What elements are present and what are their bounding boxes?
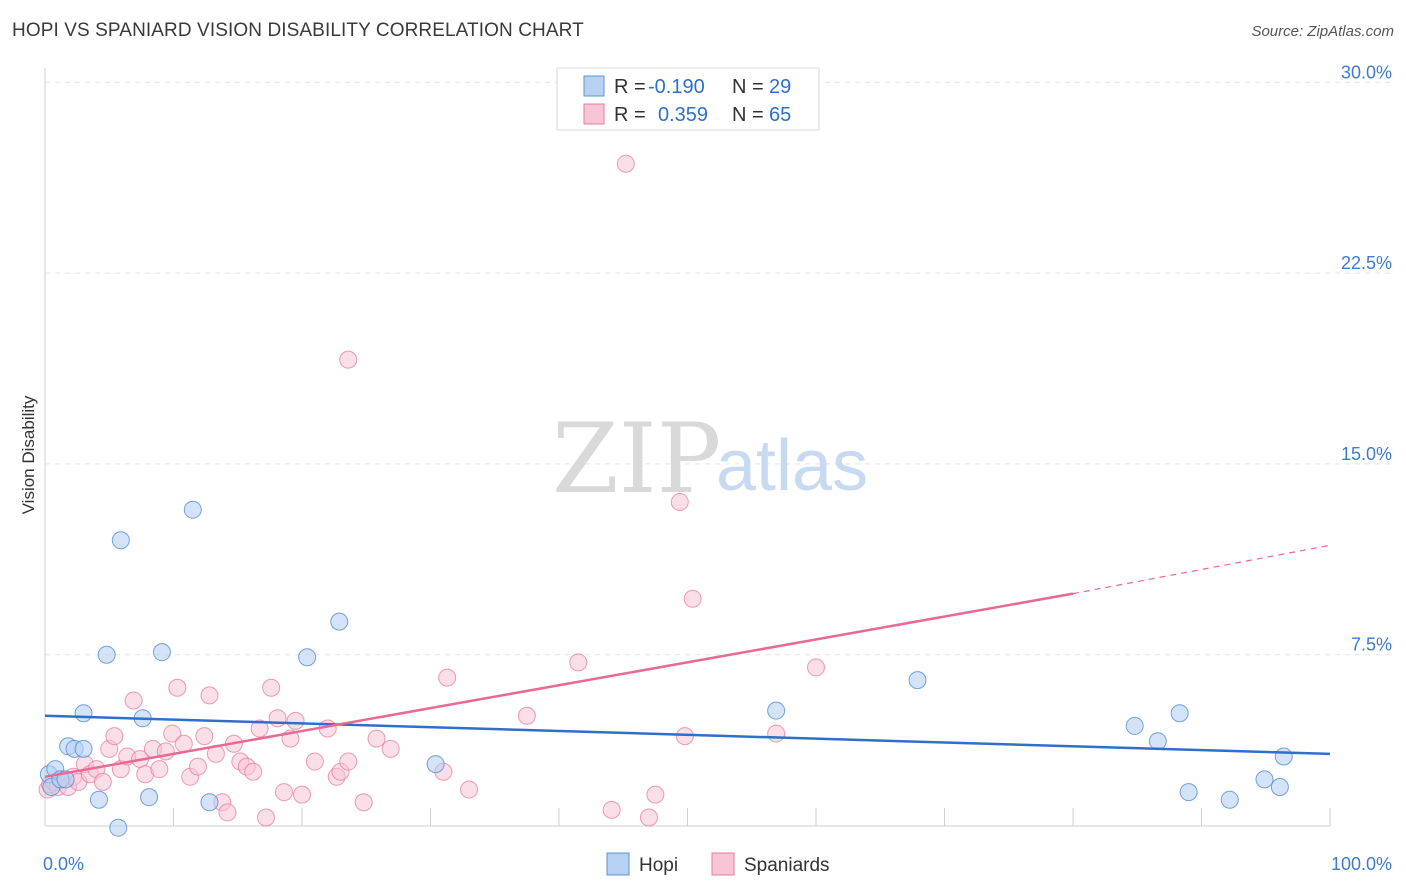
spaniards-point [517, 706, 536, 725]
spaniards-point [381, 739, 400, 758]
spaniards-point [105, 727, 124, 746]
spaniards-trendline [44, 592, 1074, 779]
hopi-point [111, 531, 130, 550]
hopi-point [1220, 790, 1239, 809]
hopi-point [74, 704, 93, 723]
spaniards-point [305, 752, 324, 771]
y-tick-label: 7.5% [1351, 635, 1392, 655]
x-tick-label-max: 100.0% [1331, 854, 1392, 874]
watermark-atlas-text: atlas [716, 426, 868, 506]
legend-hopi-swatch [583, 75, 605, 97]
hopi-point [109, 818, 128, 837]
axes [44, 68, 1331, 827]
hopi-point [1255, 770, 1274, 789]
bottom-legend-spaniards-swatch [711, 852, 735, 876]
bottom-legend-hopi-label: Hopi [639, 855, 678, 876]
correlation-legend: R = -0.190 N = 29 R = 0.359 N = 65 [556, 67, 820, 131]
chart-title: HOPI VS SPANIARD VISION DISABILITY CORRE… [12, 20, 584, 41]
series-legend: Hopi Spaniards [606, 852, 830, 876]
hopi-point [426, 755, 445, 774]
bottom-legend-spaniards-label: Spaniards [744, 855, 830, 876]
watermark: ZIP atlas [552, 403, 868, 515]
hopi-point [152, 643, 171, 662]
y-tick-label: 22.5% [1341, 253, 1392, 273]
spaniards-point [195, 727, 214, 746]
spaniards-point [339, 350, 358, 369]
spaniards-point [174, 734, 193, 753]
spaniards-point [188, 757, 207, 776]
hopi-point [1125, 716, 1144, 735]
spaniards-point [646, 785, 665, 804]
x-tick-label-min: 0.0% [43, 854, 84, 874]
spaniards-point [367, 729, 386, 748]
hopi-point [1148, 732, 1167, 751]
hopi-point [200, 793, 219, 812]
hopi-points [39, 500, 1293, 837]
spaniards-point [200, 686, 219, 705]
trendlines [44, 544, 1331, 779]
source-credit: Source: ZipAtlas.com [1251, 23, 1394, 40]
spaniards-point [262, 678, 281, 697]
spaniards-point [150, 760, 169, 779]
spaniards-point [218, 803, 237, 822]
spaniards-point [460, 780, 479, 799]
spaniards-point [257, 808, 276, 827]
legend-spaniards-r-value: 0.359 [658, 104, 708, 126]
legend-spaniards-n-label: N = [732, 104, 764, 126]
hopi-point [298, 648, 317, 667]
hopi-trendline [44, 714, 1331, 756]
spaniards-point [168, 678, 187, 697]
legend-spaniards-swatch [583, 103, 605, 125]
gridlines [45, 81, 1392, 656]
spaniards-point [244, 762, 263, 781]
hopi-point [1179, 783, 1198, 802]
watermark-zip-text: ZIP [552, 403, 721, 515]
spaniards-point [639, 808, 658, 827]
legend-hopi-n-value: 29 [769, 76, 791, 98]
y-tick-label: 30.0% [1341, 62, 1392, 82]
spaniards-point [438, 668, 457, 687]
spaniards-point [286, 711, 305, 730]
hopi-point [89, 790, 108, 809]
y-axis-label: Vision Disability [19, 395, 38, 514]
x-tick-labels: 0.0% 100.0% [43, 854, 1392, 874]
hopi-point [330, 612, 349, 631]
spaniards-point [569, 653, 588, 672]
spaniards-point [293, 785, 311, 804]
hopi-point [1170, 704, 1189, 723]
legend-spaniards-r-label: R = [614, 104, 646, 126]
hopi-point [97, 645, 116, 664]
spaniards-point [250, 719, 269, 738]
spaniards-point [93, 772, 112, 791]
spaniards-point [670, 493, 689, 512]
hopi-point [74, 739, 93, 758]
legend-hopi-n-label: N = [732, 76, 764, 98]
spaniards-point [354, 793, 373, 812]
spaniards-point [124, 691, 143, 710]
y-tick-labels: 7.5% 15.0% 22.5% 30.0% [1341, 62, 1392, 654]
hopi-point [908, 671, 927, 690]
legend-hopi-r-label: R = [614, 76, 646, 98]
hopi-point [1270, 777, 1289, 796]
spaniards-point [275, 783, 294, 802]
hopi-point [183, 500, 202, 519]
legend-spaniards-n-value: 65 [769, 104, 791, 126]
spaniards-point [767, 724, 786, 743]
spaniards-point [602, 800, 621, 819]
y-tick-label: 15.0% [1341, 444, 1392, 464]
spaniards-trendline-extension [1072, 544, 1331, 595]
hopi-point [767, 701, 786, 720]
legend-hopi-r-value: -0.190 [648, 76, 705, 98]
bottom-legend-hopi-swatch [606, 852, 630, 876]
spaniards-point [807, 658, 825, 677]
spaniards-point [268, 709, 287, 728]
hopi-point [1274, 747, 1293, 766]
spaniards-point [683, 589, 702, 608]
spaniards-point [339, 752, 358, 771]
spaniards-point [616, 154, 635, 173]
hopi-point [140, 788, 159, 807]
spaniards-point [163, 724, 182, 743]
